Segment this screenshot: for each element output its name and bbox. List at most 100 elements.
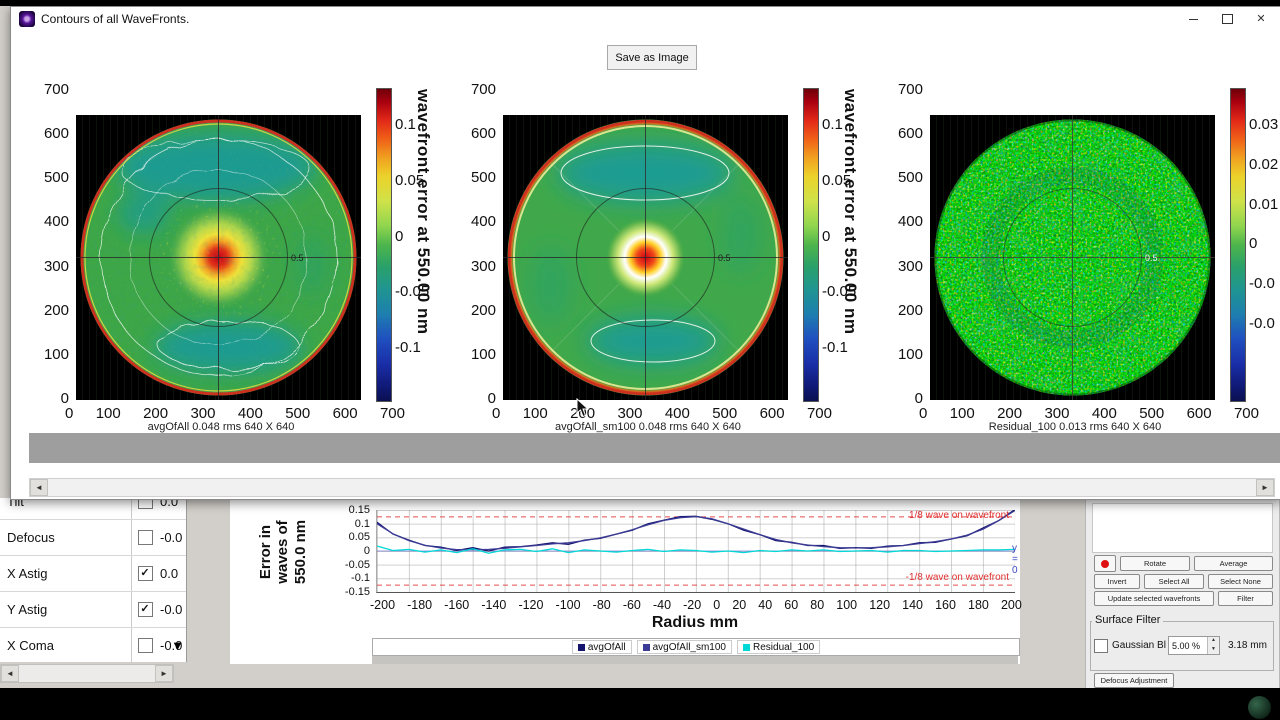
x-tick-label: 140 — [902, 598, 923, 612]
x-tick-label: 400 — [664, 405, 690, 422]
average-button[interactable]: Average — [1194, 556, 1273, 571]
blur-percent-spinner[interactable]: 5.00 % ▲ ▼ — [1168, 636, 1220, 655]
colorbar-tick-label: 0 — [1249, 235, 1258, 253]
y-tick-label: 200 — [470, 301, 496, 319]
x-tick-label: 400 — [237, 405, 263, 422]
filter-button[interactable]: Filter — [1218, 591, 1273, 606]
x-tick-label: -200 — [370, 598, 396, 612]
x-tick-label: 500 — [712, 405, 738, 422]
x-tick-label: 100 — [95, 405, 121, 422]
table-row[interactable]: Y Astig ✓ -0.0 — [0, 592, 186, 628]
colorbar-tick-label: -0.05 — [395, 283, 430, 301]
close-icon: ✕ — [1256, 12, 1266, 25]
x-tick-label: 200 — [143, 405, 169, 422]
zernike-value: -0.0 — [160, 602, 183, 617]
profile-curves — [377, 510, 1015, 586]
x-tick-label: 200 — [997, 405, 1023, 422]
wavefront-list[interactable] — [1092, 503, 1273, 553]
colorbar-tick-label: 0.01 — [1249, 195, 1279, 213]
colorbar-tick-label: 0.05 — [395, 171, 425, 189]
contours-window: Contours of all WaveFronts. ✕ Save as Im… — [10, 6, 1280, 500]
colorbar — [803, 88, 819, 402]
colorbar-axis-label: wavefront error at 550.00 nm — [414, 89, 433, 335]
defocus-adjustment-button[interactable]: Defocus Adjustment — [1094, 673, 1174, 688]
x-tick-label: 180 — [968, 598, 989, 612]
x-tick-label: 80 — [810, 598, 825, 612]
y-tick-label: 0 — [363, 544, 370, 557]
spinner-down-icon[interactable]: ▼ — [1208, 645, 1219, 654]
scroll-right-icon[interactable]: ► — [1256, 479, 1274, 496]
legend-entry[interactable]: avgOfAll_sm100 — [636, 640, 732, 654]
contour-plot-avgOfAll: 700 600 500 400 300 200 100 0 — [21, 81, 441, 441]
minimize-icon — [1188, 18, 1198, 20]
zernike-checkbox[interactable]: ✓ — [137, 566, 153, 581]
y-tick-label: -0.1 — [351, 572, 370, 585]
y-tick-label: 0 — [914, 389, 923, 407]
zernike-term-label: Defocus — [7, 530, 55, 545]
checkbox-cell — [131, 520, 158, 555]
maximize-button[interactable] — [1213, 10, 1241, 28]
zernike-term-label: X Coma — [7, 638, 54, 653]
colorbar-ticks: 0.1 0.05 0 -0.05 -0.1 — [822, 116, 856, 356]
minimize-button[interactable] — [1179, 10, 1207, 28]
x-tick-label: 60 — [784, 598, 799, 612]
scroll-left-icon[interactable]: ◄ — [30, 479, 48, 496]
zernike-checkbox[interactable] — [137, 638, 153, 653]
legend-chip — [743, 643, 750, 651]
zernike-value: 0.0 — [160, 566, 179, 581]
ylabel-line: waves of — [274, 520, 292, 584]
record-button[interactable] — [1094, 555, 1116, 572]
y-tick-label: 600 — [43, 125, 69, 143]
colorbar-tick-label: 0 — [395, 227, 404, 245]
table-row[interactable]: X Astig ✓ 0.0 — [0, 556, 186, 592]
x-tick-label: -20 — [683, 598, 702, 612]
close-button[interactable]: ✕ — [1247, 10, 1275, 28]
scroll-right-icon[interactable]: ► — [155, 665, 173, 682]
profile-scroll-strip[interactable] — [372, 656, 1018, 664]
gaussian-blur-label: Gaussian Bl — [1112, 640, 1166, 651]
colorbar-tick-label: -0.1 — [822, 339, 848, 356]
colorbar-tick-label: -0.0 — [1249, 275, 1275, 293]
select-none-button[interactable]: Select None — [1208, 574, 1273, 589]
x-tick-label: 600 — [332, 405, 358, 422]
y-tick-label: 200 — [43, 301, 69, 319]
colorbar-tick-label: -0.1 — [395, 339, 421, 356]
legend-entry[interactable]: Residual_100 — [737, 640, 821, 654]
save-as-image-button[interactable]: Save as Image — [607, 45, 697, 70]
profile-y-ticks: 0.15 0.1 0.05 0 -0.05 -0.1 -0.15 — [326, 504, 370, 598]
colorbar-tick-label: -0.05 — [822, 283, 857, 301]
invert-button[interactable]: Invert — [1094, 574, 1140, 589]
colorbar-tick-label: 0.03 — [1249, 116, 1279, 133]
gaussian-blur-checkbox[interactable] — [1094, 639, 1108, 653]
rotate-button[interactable]: Rotate — [1120, 556, 1190, 571]
x-tick-label: 400 — [1091, 405, 1117, 422]
scroll-left-icon[interactable]: ◄ — [1, 665, 19, 682]
table-row[interactable]: Defocus -0.0 — [0, 520, 186, 556]
x-tick-label: -100 — [555, 598, 581, 612]
colorbar-tick-label: 0.05 — [822, 171, 852, 189]
window-horizontal-scrollbar[interactable]: ◄ ► — [29, 478, 1275, 497]
legend-chip — [642, 643, 650, 651]
update-selected-button[interactable]: Update selected wavefronts — [1094, 591, 1214, 606]
table-horizontal-scrollbar[interactable]: ◄ ► — [0, 664, 174, 683]
x-tick-label: 600 — [1186, 405, 1212, 422]
y-tick-label: 700 — [897, 81, 923, 98]
spinner-up-icon[interactable]: ▲ — [1208, 637, 1219, 646]
colorbar-tick-label: 0.02 — [1249, 155, 1279, 173]
legend-entry[interactable]: avgOfAll — [571, 640, 632, 654]
table-row[interactable]: X Coma -0.0 ▼ — [0, 628, 186, 662]
window-title-bar[interactable]: Contours of all WaveFronts. ✕ — [11, 7, 1280, 31]
zernike-checkbox[interactable]: ✓ — [137, 602, 153, 617]
y-tick-label: 700 — [43, 81, 69, 98]
table-row[interactable]: Tilt 0.0 — [0, 498, 186, 520]
zernike-checkbox[interactable] — [137, 530, 153, 545]
checkbox-cell: ✓ — [131, 592, 158, 627]
colorbar-tick-label: 0.1 — [822, 116, 843, 133]
half-radius-label: 0.5 — [718, 253, 731, 263]
chevron-down-icon[interactable]: ▼ — [171, 638, 184, 653]
wavefront-map-residual-100: 0.5 — [930, 115, 1215, 400]
ref-line-upper-label: 1/8 wave on wavefront — [908, 510, 1009, 521]
select-all-button[interactable]: Select All — [1144, 574, 1204, 589]
zernike-checkbox[interactable] — [137, 498, 153, 509]
